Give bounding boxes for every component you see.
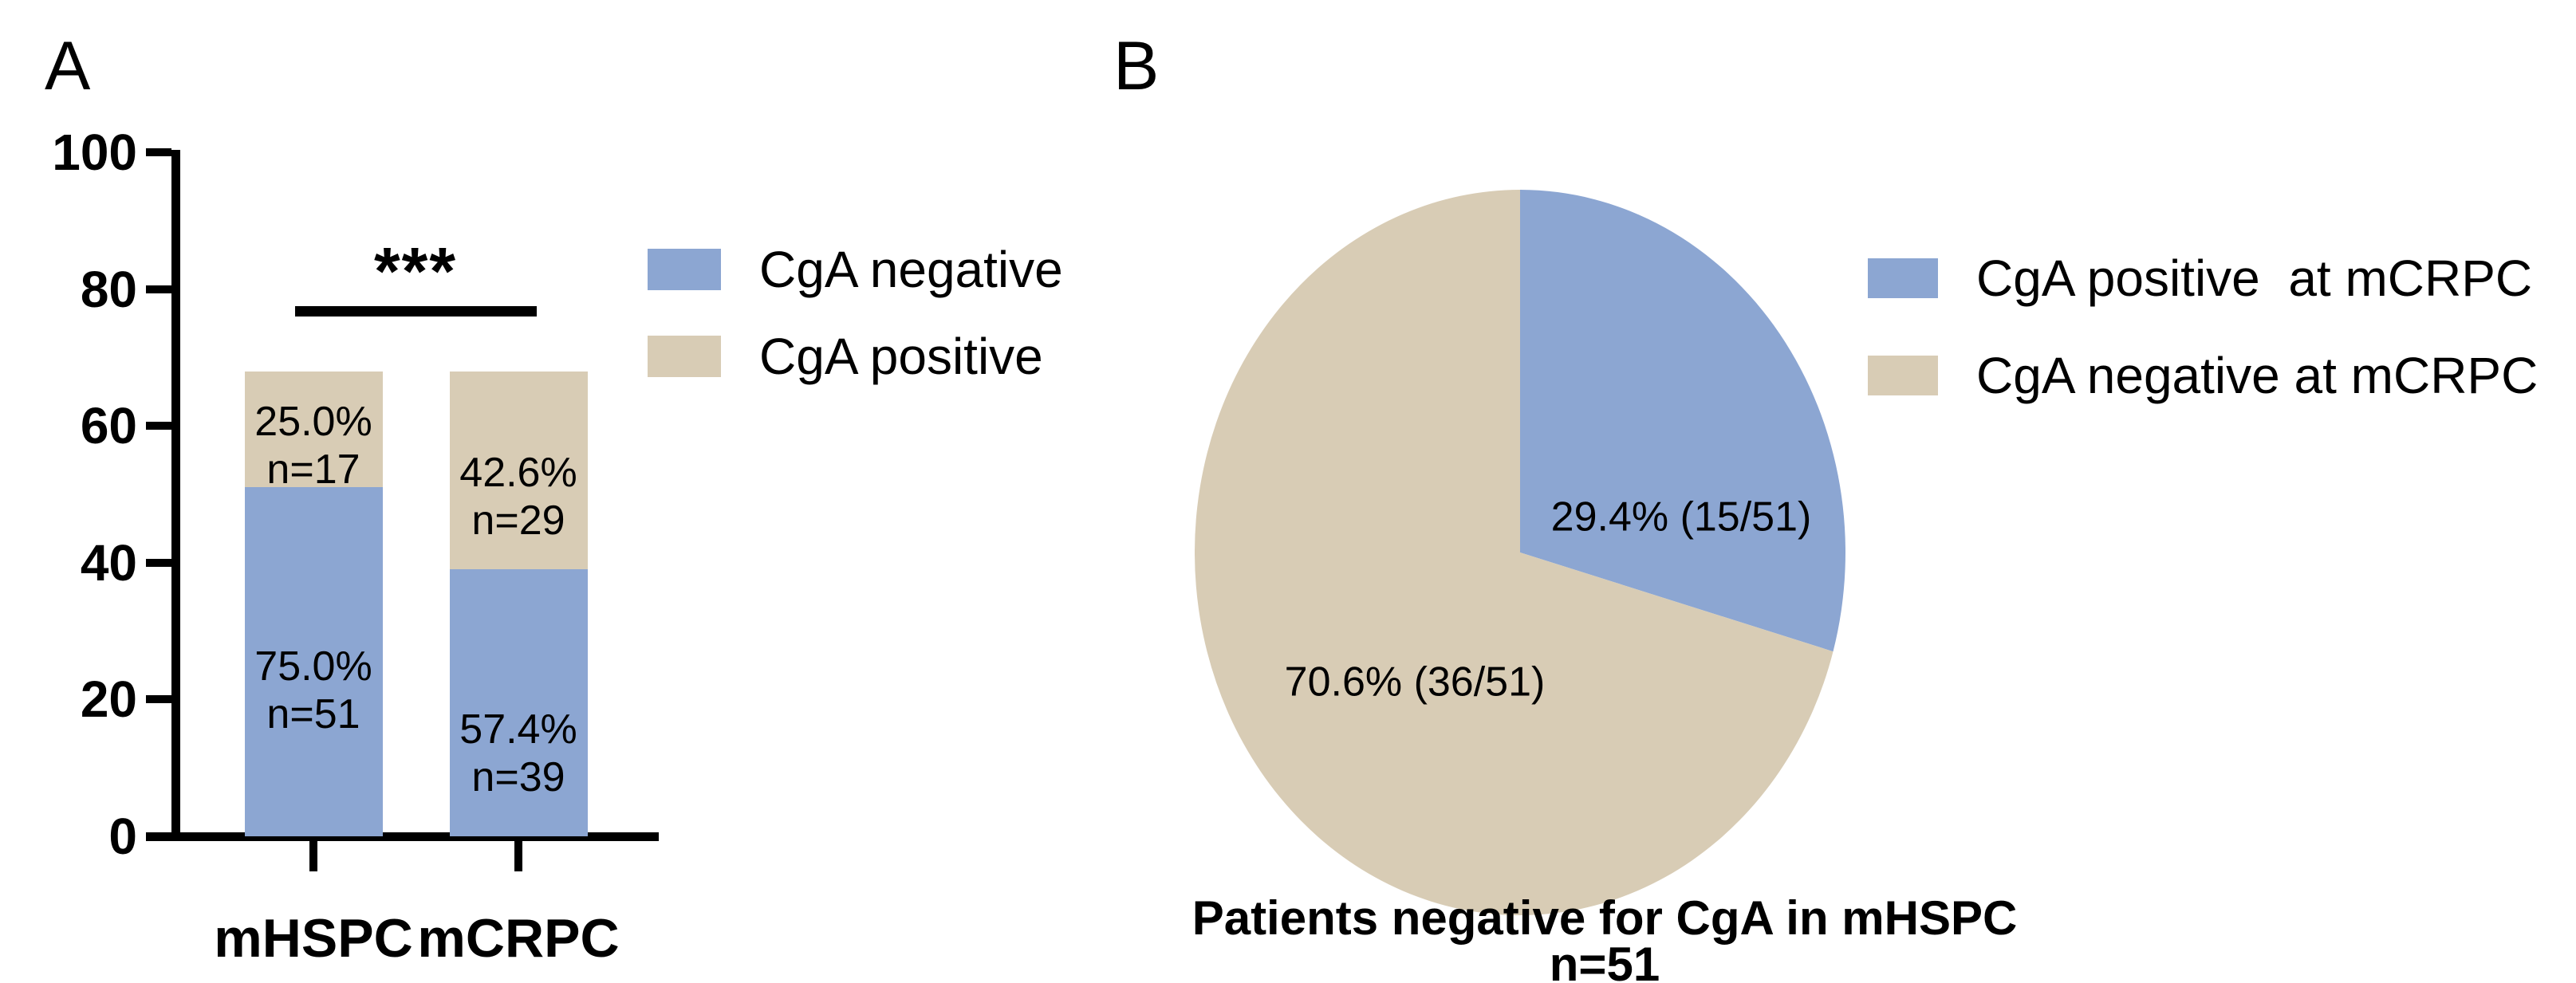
y-tick-mark [146,832,171,840]
pie-slice-negative [1195,190,1834,915]
significance-line [295,306,537,317]
legend-swatch-tan [648,336,721,378]
panel-a-label: A [45,28,91,104]
significance-asterisks: *** [373,234,458,309]
bar-segment-label: 57.4% n=39 [459,706,577,800]
y-tick-mark [146,695,171,704]
bar-segment-label: 42.6% n=29 [459,450,577,544]
y-tick-label: 60 [80,397,137,455]
y-tick-label: 20 [80,670,137,729]
y-tick-label: 80 [80,260,137,318]
pie-slice-label-positive: 29.4% (15/51) [1550,493,1812,541]
pie-title: Patients negative for CgA in mHSPC [1191,891,2018,945]
bar-segment-positive [449,371,588,570]
legend-label-cga-positive: CgA positive [759,328,1043,385]
y-tick-mark [146,148,171,156]
legend-label-negative-mcrpc: CgA negative at mCRPC [1976,347,2539,404]
y-tick-label: 100 [52,124,137,181]
legend-item-positive-mcrpc: CgA positive at mCRPC [1868,250,2532,306]
bar-segment-negative [449,569,588,836]
bar-segment-positive [244,371,383,488]
x-tick-mark [514,841,522,871]
legend-item-negative-mcrpc: CgA negative at mCRPC [1868,348,2538,403]
y-tick-label: 0 [108,808,137,865]
panel-b-label: B [1113,28,1160,104]
bar-segment-label: 75.0% n=51 [254,643,372,737]
legend-swatch-blue [1868,258,1938,299]
y-tick-mark [146,285,171,293]
pie-subtitle-n: n=51 [1549,938,1660,983]
y-tick-mark [146,422,171,431]
x-category-label: mCRPC [417,908,620,969]
y-tick-label: 40 [80,533,137,592]
legend-label-positive-mcrpc: CgA positive at mCRPC [1976,250,2533,307]
bar-segment-negative [244,487,383,836]
bar-segment-label: 25.0% n=17 [254,399,372,493]
legend-item-cga-positive: CgA positive [648,328,1043,384]
x-axis-line [146,832,659,841]
pie-slice-label-negative: 70.6% (36/51) [1284,659,1546,706]
legend-swatch-blue [648,249,721,291]
x-tick-mark [309,841,317,871]
legend-swatch-tan [1868,356,1938,396]
legend-label-cga-negative: CgA negative [759,241,1063,298]
y-axis-line [171,150,180,841]
legend-item-cga-negative: CgA negative [648,242,1063,297]
pie-chart [1195,190,1845,915]
y-tick-mark [146,558,171,567]
pie-slice-positive [1520,190,1845,652]
x-category-label: mHSPC [214,908,413,969]
